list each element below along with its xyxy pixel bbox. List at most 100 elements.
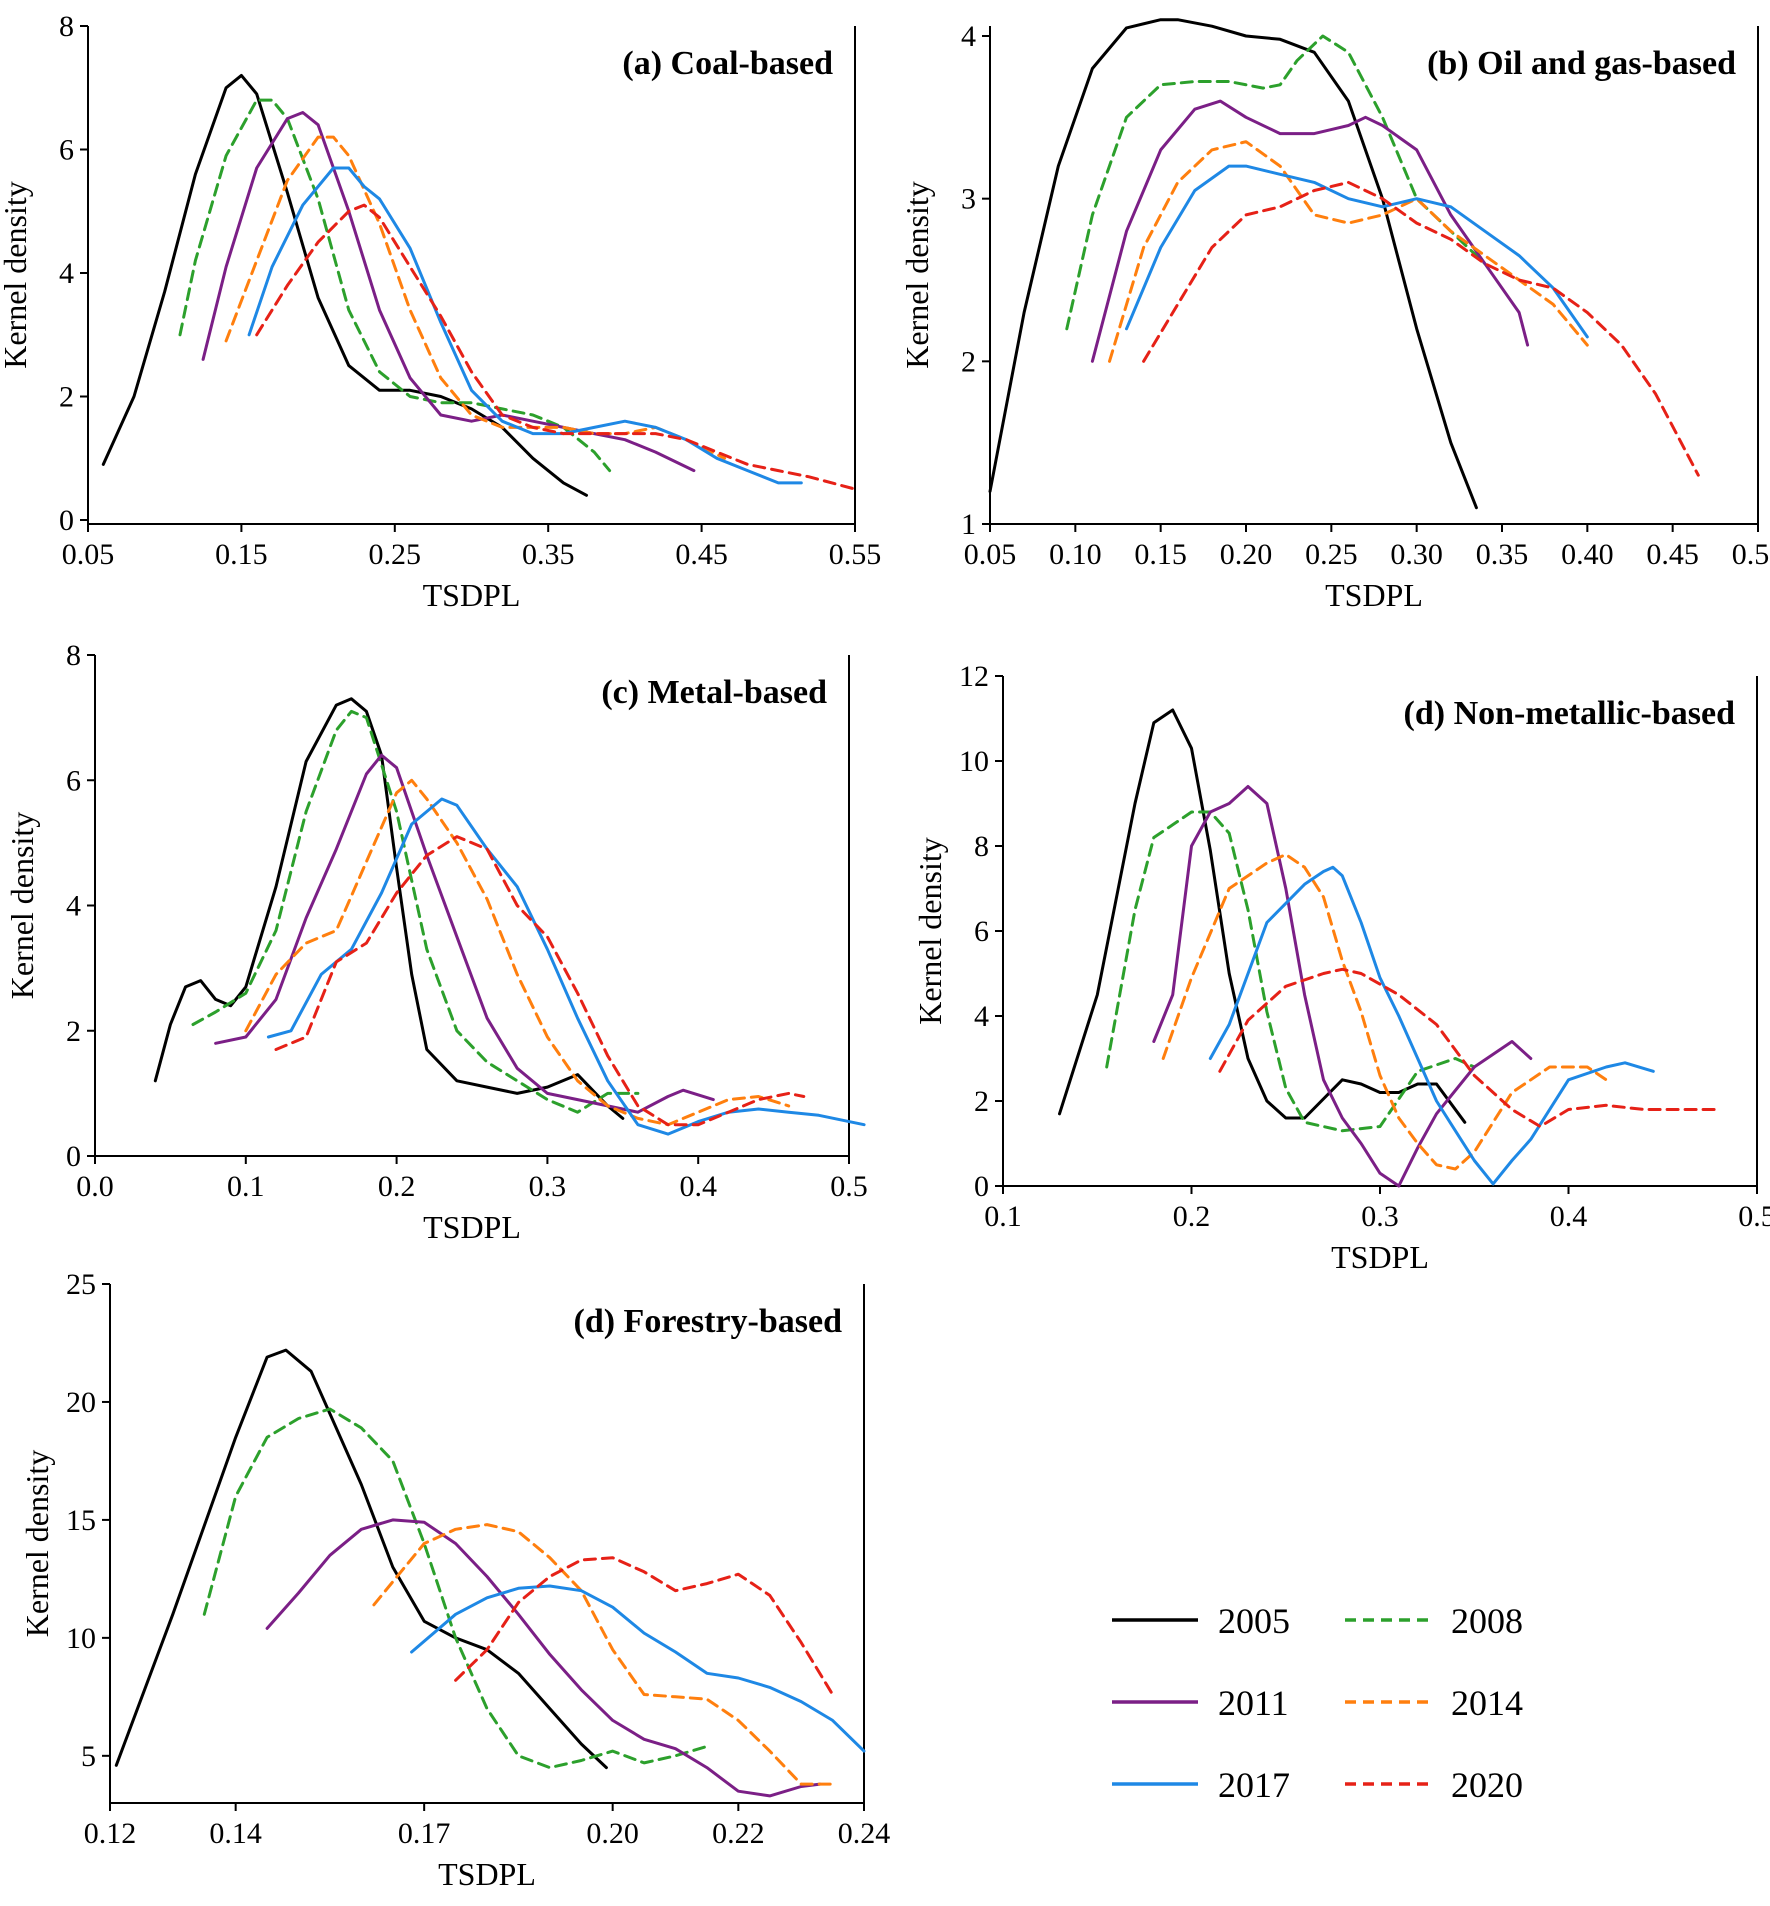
x-tick-label: 0.1 — [984, 1200, 1022, 1233]
y-tick-label: 25 — [66, 1268, 96, 1301]
y-tick-label: 8 — [66, 639, 81, 672]
x-tick-label: 0.24 — [838, 1817, 891, 1850]
y-tick-label: 0 — [974, 1170, 989, 1203]
y-tick-label: 6 — [974, 915, 989, 948]
series-line-2011 — [1090, 99, 1530, 363]
x-tick-label: 0.05 — [62, 538, 115, 571]
series-line-2020 — [454, 1556, 835, 1696]
y-tick-label: 3 — [961, 183, 976, 216]
y-tick-label: 2 — [974, 1085, 989, 1118]
axis-frame — [94, 655, 850, 1157]
series-line-2005 — [101, 73, 588, 497]
series-line-2020 — [1142, 180, 1700, 477]
legend-label-2017: 2017 — [1218, 1765, 1290, 1805]
panel-3: 0.0 0.1 0.2 0.3 0.4 0.5 0 2 4 6 8 TSDPL Kernel densi… — [4, 639, 868, 1245]
series-line-2017 — [410, 1584, 866, 1753]
y-tick-label: 4 — [59, 257, 74, 290]
panel-title: (a) Coal-based — [622, 45, 833, 82]
y-tick-label: 2 — [59, 381, 74, 414]
axis-frame — [989, 26, 1759, 525]
x-tick-label: 0.55 — [829, 538, 882, 571]
y-tick-label: 4 — [66, 890, 81, 923]
x-tick-label: 0.14 — [209, 1817, 262, 1850]
axis-frame — [87, 26, 856, 525]
legend-label-2005: 2005 — [1218, 1601, 1290, 1641]
series-line-2014 — [244, 778, 791, 1127]
series-line-2017 — [247, 166, 803, 485]
x-tick-label: 0.0 — [76, 1170, 114, 1203]
x-tick-label: 0.5 — [830, 1170, 868, 1203]
y-axis-title: Kernel density — [4, 812, 40, 1000]
series-line-2017 — [1208, 865, 1655, 1186]
legend: 2005 2008 2011 2014 2017 2020 — [1112, 1601, 1523, 1805]
x-tick-label: 0.4 — [1550, 1200, 1588, 1233]
x-tick-label: 0.1 — [227, 1170, 265, 1203]
series-line-2020 — [255, 203, 857, 491]
legend-label-2008: 2008 — [1451, 1601, 1523, 1641]
legend-label-2014: 2014 — [1451, 1683, 1523, 1723]
y-tick-label: 20 — [66, 1386, 96, 1419]
panel-title: (d) Forestry-based — [574, 1303, 843, 1340]
series-line-2020 — [274, 835, 806, 1127]
panel-2: 0.05 0.10 0.15 0.20 0.25 0.30 0.35 0.40 0.45 0.50… — [899, 18, 1770, 613]
panel-4: 0.1 0.2 0.3 0.4 0.5 0 2 4 6 8 10 12 TSDPL Kernel dens… — [912, 660, 1770, 1275]
series-line-2017 — [266, 797, 866, 1136]
series-line-2011 — [1152, 785, 1533, 1188]
y-tick-label: 5 — [81, 1740, 96, 1773]
y-tick-label: 8 — [59, 10, 74, 43]
y-axis-title: Kernel density — [19, 1450, 55, 1638]
series-line-2017 — [1125, 164, 1589, 339]
x-tick-label: 0.5 — [1738, 1200, 1770, 1233]
y-tick-label: 2 — [66, 1015, 81, 1048]
series-line-2008 — [1065, 34, 1487, 331]
x-tick-label: 0.45 — [1646, 538, 1699, 571]
y-tick-label: 4 — [961, 20, 976, 53]
x-tick-label: 0.30 — [1390, 538, 1443, 571]
x-tick-label: 0.22 — [712, 1817, 765, 1850]
panel-title: (b) Oil and gas-based — [1427, 45, 1736, 82]
x-tick-label: 0.2 — [1173, 1200, 1211, 1233]
x-tick-label: 0.10 — [1049, 538, 1102, 571]
y-tick-label: 0 — [59, 504, 74, 537]
x-tick-label: 0.17 — [398, 1817, 451, 1850]
panel-5: 0.12 0.14 0.17 0.20 0.22 0.24 5 10 15 20 25 TSDPL Ke… — [19, 1268, 890, 1892]
y-tick-label: 4 — [974, 1000, 989, 1033]
x-tick-label: 0.50 — [1732, 538, 1770, 571]
axis-frame — [109, 1284, 865, 1804]
series-line-2014 — [1108, 140, 1589, 363]
y-tick-label: 8 — [974, 830, 989, 863]
x-axis-title: TSDPL — [1325, 577, 1423, 613]
x-tick-label: 0.05 — [964, 538, 1017, 571]
x-axis-title: TSDPL — [438, 1856, 536, 1892]
y-tick-label: 12 — [959, 660, 989, 693]
y-axis-title: Kernel density — [0, 181, 33, 369]
y-tick-label: 1 — [961, 508, 976, 541]
series-line-2008 — [1105, 810, 1476, 1133]
y-tick-label: 15 — [66, 1504, 96, 1537]
x-axis-title: TSDPL — [423, 577, 521, 613]
series-line-2005 — [988, 18, 1478, 510]
x-tick-label: 0.3 — [529, 1170, 567, 1203]
y-tick-label: 6 — [66, 764, 81, 797]
y-axis-title: Kernel density — [912, 837, 948, 1025]
x-tick-label: 0.15 — [1134, 538, 1187, 571]
x-tick-label: 0.25 — [1305, 538, 1358, 571]
x-tick-label: 0.25 — [369, 538, 422, 571]
x-tick-label: 0.12 — [84, 1817, 137, 1850]
series-line-2005 — [114, 1348, 608, 1770]
series-line-2011 — [201, 111, 696, 473]
x-tick-label: 0.35 — [522, 538, 575, 571]
y-tick-label: 6 — [59, 134, 74, 167]
x-tick-label: 0.3 — [1361, 1200, 1399, 1233]
series-line-2014 — [224, 135, 727, 460]
series-line-2008 — [191, 709, 640, 1114]
series-line-2005 — [153, 697, 625, 1120]
series-line-2011 — [214, 753, 715, 1114]
axis-frame — [1002, 676, 1758, 1187]
x-tick-label: 0.2 — [378, 1170, 416, 1203]
y-axis-title: Kernel density — [899, 181, 935, 369]
series-line-2014 — [372, 1523, 835, 1786]
legend-label-2020: 2020 — [1451, 1765, 1523, 1805]
panel-title: (d) Non-metallic-based — [1404, 695, 1736, 732]
